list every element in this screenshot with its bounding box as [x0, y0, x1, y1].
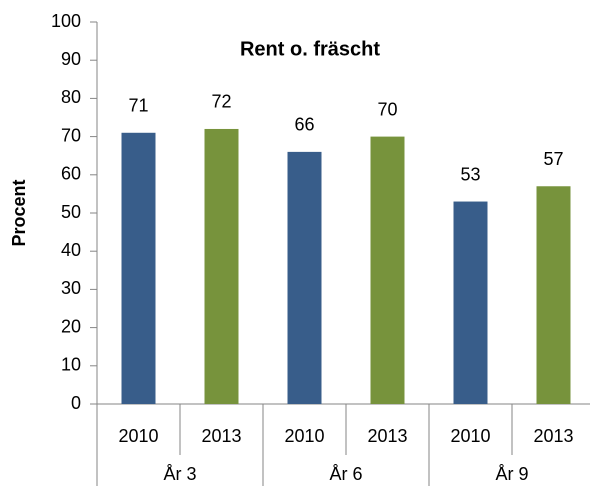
y-axis-label: Procent — [9, 179, 29, 246]
data-label: 71 — [128, 96, 148, 116]
y-tick-label: 80 — [61, 87, 81, 107]
y-tick-label: 90 — [61, 49, 81, 69]
bar — [204, 128, 239, 404]
x-tick-label: 2013 — [367, 426, 407, 446]
x-tick-label: 2010 — [118, 426, 158, 446]
y-tick-label: 30 — [61, 278, 81, 298]
x-tick-label: 2013 — [533, 426, 573, 446]
bar — [453, 201, 488, 404]
bar — [370, 136, 405, 404]
x-tick-label: 2010 — [284, 426, 324, 446]
data-label: 53 — [460, 164, 480, 184]
y-tick-label: 20 — [61, 316, 81, 336]
data-label: 57 — [543, 149, 563, 169]
y-tick-label: 60 — [61, 164, 81, 184]
y-tick-label: 40 — [61, 240, 81, 260]
bar — [121, 132, 156, 404]
y-tick-label: 0 — [71, 393, 81, 413]
group-label: År 6 — [329, 464, 362, 484]
y-tick-label: 50 — [61, 202, 81, 222]
y-tick-label: 100 — [51, 11, 81, 31]
x-tick-label: 2013 — [201, 426, 241, 446]
data-label: 66 — [294, 115, 314, 135]
x-tick-label: 2010 — [450, 426, 490, 446]
group-label: År 3 — [163, 464, 196, 484]
bar — [287, 151, 322, 404]
y-tick-label: 70 — [61, 125, 81, 145]
bar — [536, 186, 571, 404]
y-tick-label: 10 — [61, 355, 81, 375]
data-label: 72 — [211, 92, 231, 112]
data-label: 70 — [377, 99, 397, 119]
group-label: År 9 — [495, 464, 528, 484]
chart-title: Rent o. fräscht — [240, 38, 380, 60]
